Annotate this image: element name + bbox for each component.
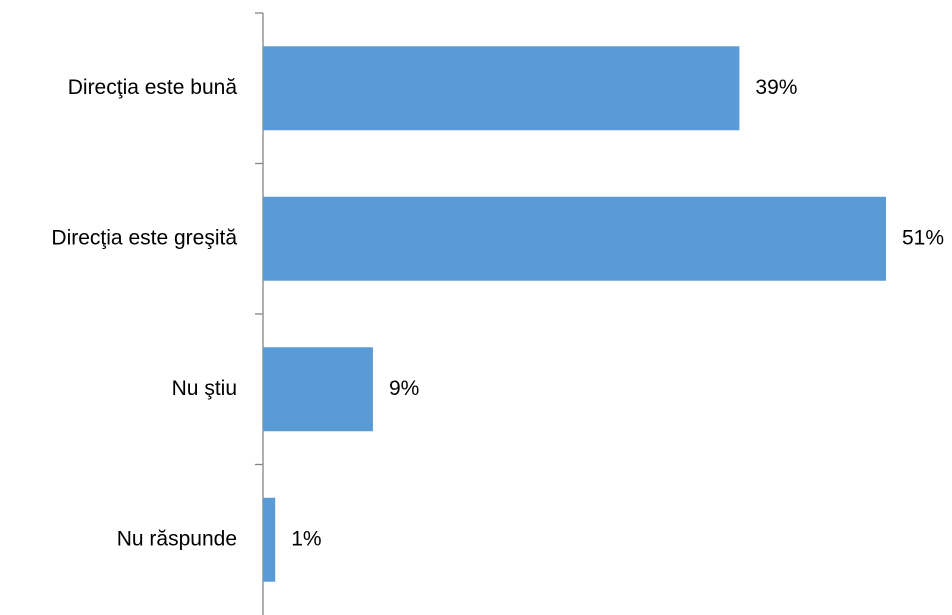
bar <box>263 497 276 582</box>
category-label: Direcţia este bună <box>68 76 238 99</box>
data-label: 1% <box>291 527 321 550</box>
y-axis <box>255 12 264 615</box>
value-labels: 39% 51% 9% 1% <box>291 76 944 551</box>
category-label: Nu răspunde <box>117 527 237 550</box>
category-label: Direcţia este greşită <box>51 226 237 249</box>
bar <box>263 46 740 131</box>
data-label: 51% <box>902 226 944 249</box>
data-label: 9% <box>389 377 419 400</box>
data-label: 39% <box>755 76 797 99</box>
bars <box>263 46 886 582</box>
category-labels: Direcţia este bună Direcţia este greşită N… <box>51 76 237 551</box>
category-label: Nu ştiu <box>172 377 237 400</box>
bar <box>263 347 373 432</box>
bar <box>263 196 886 281</box>
